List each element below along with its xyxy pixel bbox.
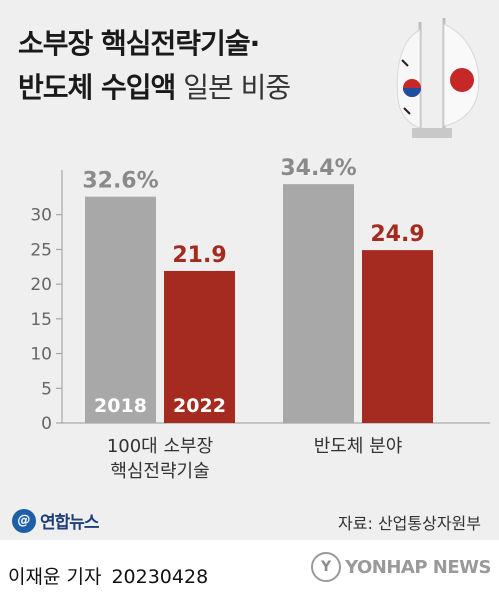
chart-title-bold: 반도체 수입액 <box>18 71 176 104</box>
y-tick-label-0: 0 <box>41 414 52 434</box>
source-note: 자료: 산업통상자원부 <box>338 514 481 533</box>
series-label-2018: 2018 <box>94 395 147 417</box>
y-tick-label-2: 10 <box>30 345 52 365</box>
bar-chart: 0 5 10 15 20 25 30 32.6% 2018 21.9 2022 100대 소부장핵심전… <box>30 18 490 482</box>
reporter-name: 이재윤 기자 <box>8 566 102 588</box>
category-label-1-0: 반도체 분야 <box>314 436 403 457</box>
yonhap-logo-icon: @ <box>12 508 36 533</box>
y-tick-label-4: 20 <box>30 275 52 295</box>
chart-title-line2: 반도체 수입액 일본 비중 <box>18 66 291 106</box>
infographic-card: 소부장 핵심전략기술· 반도체 수입액 일본 비중 0 5 10 15 20 25 30 32… <box>0 0 499 540</box>
reporter-credit: 이재윤 기자 20230428 <box>8 562 208 589</box>
data-label-2022-1: 24.9 <box>370 222 424 247</box>
yonhap-logo-text: 연합뉴스 <box>40 513 100 533</box>
y-tick-label-5: 25 <box>30 240 52 260</box>
category-label-0-0: 100대 소부장 <box>107 436 213 457</box>
category-label-0-1: 핵심전략기술 <box>110 461 209 482</box>
yonhap-mark-icon: Y <box>311 552 342 582</box>
data-label-2018-1: 34.4% <box>280 156 356 181</box>
y-tick-label-1: 5 <box>41 379 52 399</box>
data-label-2022-0: 21.9 <box>172 243 226 268</box>
y-tick-label-6: 30 <box>30 206 52 226</box>
bar-2022-1 <box>362 250 433 423</box>
bar-2018-0 <box>85 196 156 423</box>
chart-title-line1: 소부장 핵심전략기술· <box>18 27 260 60</box>
korea-japan-flags-icon <box>396 18 480 138</box>
y-tick-label-3: 15 <box>30 310 52 330</box>
bar-2022-0 <box>164 270 235 423</box>
publish-date: 20230428 <box>111 566 209 588</box>
data-label-2018-0: 32.6% <box>82 169 158 194</box>
bar-2018-1 <box>283 184 354 423</box>
yonhap-news-text: YONHAP NEWS <box>345 556 491 578</box>
yonhap-logo: @ 연합뉴스 <box>12 508 100 533</box>
series-label-2022: 2022 <box>173 395 226 417</box>
yonhap-news-watermark: Y YONHAP NEWS <box>311 552 491 582</box>
chart-title-light: 일본 비중 <box>183 71 291 104</box>
